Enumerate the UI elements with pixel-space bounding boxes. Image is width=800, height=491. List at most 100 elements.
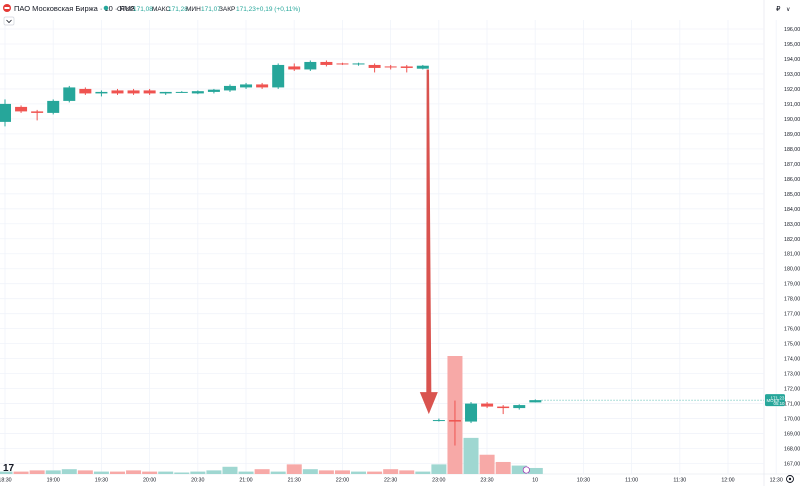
candle-body xyxy=(336,63,349,65)
candle-body xyxy=(95,91,108,94)
price-tag-ticker: MOEX xyxy=(767,398,780,403)
volume-bar xyxy=(109,471,125,474)
volume-bar xyxy=(126,470,142,474)
volume-bar xyxy=(367,471,383,474)
currency-selector[interactable]: ₽ ∨ xyxy=(776,6,790,13)
x-tick-label: 23:00 xyxy=(432,478,445,484)
y-tick-label: 190,00 xyxy=(784,117,800,123)
volume-bar xyxy=(511,465,527,474)
x-tick-label: 10:30 xyxy=(577,478,590,484)
volume-bar xyxy=(351,471,367,474)
volume-bar xyxy=(302,469,318,474)
symbol-title[interactable]: ПАО Московская Биржа · 10 · RUS xyxy=(14,4,135,13)
ohlc-close-value: 171,23 xyxy=(236,6,256,13)
drop-arrow-annotation xyxy=(419,69,438,415)
candle-body xyxy=(47,100,60,113)
y-tick-label: 180,00 xyxy=(784,267,800,273)
candle-body xyxy=(223,85,236,91)
volume-bar xyxy=(270,471,286,474)
volume-bar xyxy=(479,454,495,474)
currency-dropdown-icon: ∨ xyxy=(786,7,790,13)
candle-body xyxy=(240,84,253,88)
price-tag-countdown: 05:10 xyxy=(774,401,786,406)
event-marker-icon[interactable] xyxy=(522,466,530,474)
candle-body xyxy=(465,403,478,422)
time-axis[interactable]: 18:30 19:00 19:30 20:00 20:30 21:00 21:30 22:00… xyxy=(0,478,783,484)
volume-bar xyxy=(431,464,447,474)
y-tick-label: 185,00 xyxy=(784,192,800,198)
currency-label: ₽ xyxy=(776,6,781,13)
candle-body xyxy=(159,91,172,94)
candle-body xyxy=(529,400,542,403)
y-tick-label: 168,00 xyxy=(784,447,800,453)
ohlc-low-label: МИН xyxy=(186,6,201,13)
candle-body xyxy=(416,65,429,69)
candle-body xyxy=(111,90,124,94)
x-tick-label: 11:30 xyxy=(673,478,686,484)
volume-bar xyxy=(222,466,238,474)
y-tick-label: 188,00 xyxy=(784,147,800,153)
legend-collapse-button[interactable] xyxy=(3,16,15,26)
candle-body xyxy=(513,405,526,409)
candle-body xyxy=(352,63,365,65)
volume-bar xyxy=(93,471,109,474)
y-tick-label: 196,00 xyxy=(784,27,800,33)
ohlc-high-value: 171,28 xyxy=(168,6,188,13)
volume-bar xyxy=(45,470,61,474)
y-tick-label: 182,00 xyxy=(784,237,800,243)
x-tick-label: 23:30 xyxy=(480,478,493,484)
candle-body xyxy=(497,406,510,409)
candle-body xyxy=(31,111,44,113)
x-tick-label: 19:00 xyxy=(47,478,60,484)
price-tag-background xyxy=(765,394,785,407)
x-tick-label: 20:30 xyxy=(191,478,204,484)
candle-body xyxy=(0,103,11,122)
y-tick-label: 194,00 xyxy=(784,57,800,63)
x-tick-label: 22:30 xyxy=(384,478,397,484)
volume-bar xyxy=(527,467,543,474)
ohlc-low-value: 171,07 xyxy=(201,6,221,13)
volume-bar xyxy=(77,470,93,474)
candle-body xyxy=(207,89,220,92)
x-tick-label: 11:00 xyxy=(625,478,638,484)
x-tick-label: 12:00 xyxy=(721,478,734,484)
volume-bar xyxy=(415,471,431,474)
price-axis[interactable]: 167,00 168,00 169,00 170,00 171,00 172,00 173,… xyxy=(784,27,800,468)
chart-settings-button[interactable] xyxy=(786,475,794,483)
candle-body xyxy=(432,420,445,422)
x-tick-label: 22:00 xyxy=(336,478,349,484)
market-status-icon xyxy=(103,5,109,11)
volume-bar xyxy=(495,461,511,474)
candle-body xyxy=(288,66,301,70)
x-tick-label: 10 xyxy=(532,478,538,484)
volume-bar xyxy=(206,470,222,474)
candle-body xyxy=(481,403,494,407)
y-tick-label: 186,00 xyxy=(784,177,800,183)
volume-bar xyxy=(254,469,270,474)
tradingview-logo[interactable]: 17 xyxy=(3,463,15,474)
candle-body xyxy=(79,88,92,94)
x-tick-label: 21:00 xyxy=(239,478,252,484)
y-tick-label: 175,00 xyxy=(784,342,800,348)
candle-body xyxy=(400,66,413,68)
y-tick-label: 181,00 xyxy=(784,252,800,258)
y-tick-label: 174,00 xyxy=(784,357,800,363)
volume-bar xyxy=(318,470,334,474)
volume-bar xyxy=(174,472,190,474)
candle-body xyxy=(448,420,461,422)
candle-body xyxy=(368,64,381,68)
exchange-logo-bar xyxy=(4,7,10,9)
volume-bar xyxy=(13,471,29,474)
gear-icon xyxy=(786,475,794,483)
ohlc-open-value: 171,08 xyxy=(133,6,153,13)
y-tick-label: 169,00 xyxy=(784,432,800,438)
x-tick-label: 20:00 xyxy=(143,478,156,484)
symbol-legend[interactable]: ПАО Московская Биржа · 10 · RUS ОТКР 171… xyxy=(3,4,300,13)
y-tick-label: 189,00 xyxy=(784,132,800,138)
volume-bar xyxy=(334,470,350,474)
ohlc-change-value: +0,19 (+0,11%) xyxy=(256,6,300,13)
y-tick-label: 167,00 xyxy=(784,462,800,468)
current-price-tag[interactable]: MOEX 171,23 05:10 xyxy=(765,394,786,407)
candle-body xyxy=(175,91,188,93)
